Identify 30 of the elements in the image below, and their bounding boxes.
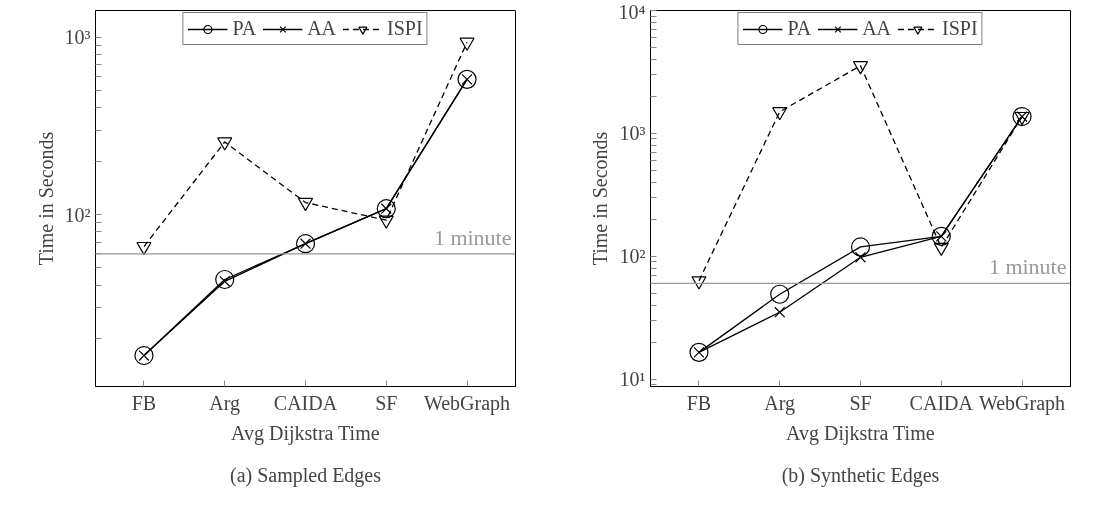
text: (a) Sampled Edges [229,463,382,487]
y-tick-label: 10² [619,245,646,268]
text: (b) Synthetic Edges [781,463,940,487]
x-tick-label: Arg [209,391,241,415]
x-tick-label: FB [686,391,712,414]
x-axis-title: Avg Dijkstra Time [786,421,935,445]
y-tick-label: 10¹ [619,368,646,391]
ref-line-label: 1 minute [433,224,512,250]
x-tick-label: CAIDA [273,391,338,414]
x-tick-label: SF [375,391,398,414]
y-tick-label: 10⁴ [618,0,646,23]
y-axis-title: Time in Seconds [588,131,611,266]
y-tick-label: 10³ [64,26,91,49]
x-tick-label: FB [131,391,157,414]
y-tick-label: 10³ [619,122,646,145]
legend-label: ISPI [387,17,423,40]
x-tick-label: Arg [764,391,796,415]
legend-label: AA [862,17,892,40]
y-axis-title: Time in Seconds [34,131,57,266]
x-tick-label: WebGraph [978,391,1066,415]
y-tick-label: 10² [64,203,91,226]
legend-label: PA [232,17,257,40]
ref-line-label: 1 minute [988,254,1067,280]
legend-label: ISPI [942,17,978,40]
legend-label: AA [307,17,337,40]
x-tick-label: CAIDA [909,391,974,414]
legend-label: PA [787,17,812,40]
x-tick-label: SF [849,391,872,414]
x-tick-label: WebGraph [423,391,511,415]
x-axis-title: Avg Dijkstra Time [231,421,380,445]
